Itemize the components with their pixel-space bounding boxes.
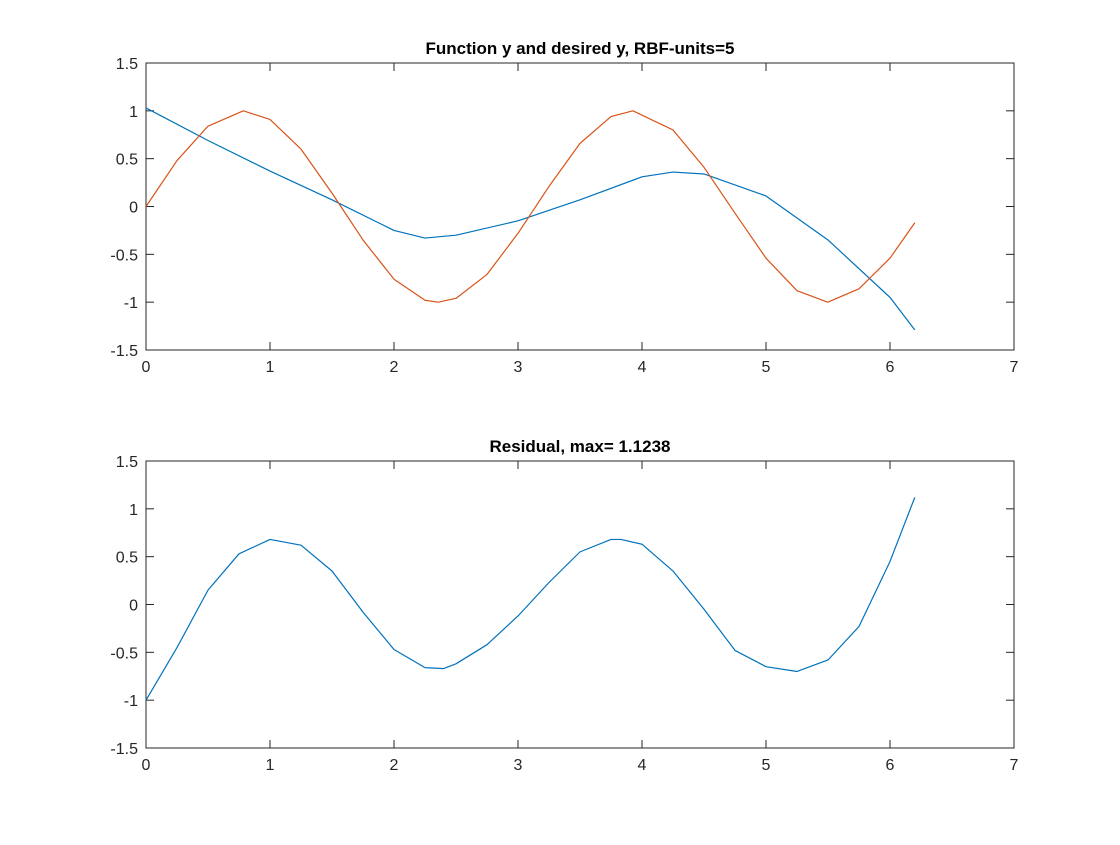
y-tick-label: 0.5 xyxy=(116,152,138,169)
x-tick-label: 6 xyxy=(886,359,895,376)
x-tick-label: 2 xyxy=(390,359,399,376)
x-tick-label: 1 xyxy=(266,757,275,774)
y-tick-label: -1.5 xyxy=(110,343,138,360)
subplot-2: 0 1 2 3 4 5 6 7 1.5 1 0.5 0 -0.5 -1 -1.5 Residual, max=… xyxy=(110,437,1018,774)
subplot-1: 0 1 2 3 4 5 6 7 1.5 1 0.5 0 -0.5 -1 -1.5 Function y and… xyxy=(110,39,1018,376)
y-tick-label: -0.5 xyxy=(110,645,138,662)
x-tick-label: 5 xyxy=(762,359,771,376)
x-tick-label: 2 xyxy=(390,757,399,774)
y-tick-label: 0 xyxy=(129,598,138,615)
x-tick-label: 6 xyxy=(886,757,895,774)
chart-title: Function y and desired y, RBF-units=5 xyxy=(425,39,734,58)
series-line-1 xyxy=(145,497,916,701)
x-tick-label: 7 xyxy=(1010,757,1019,774)
y-tick-label: 0 xyxy=(129,200,138,217)
x-tick-label: 7 xyxy=(1010,359,1019,376)
y-tick-label: -1 xyxy=(124,295,138,312)
series-line-2 xyxy=(145,110,916,303)
y-tick-label: -1.5 xyxy=(110,741,138,758)
y-tick-label: -0.5 xyxy=(110,247,138,264)
x-tick-label: 0 xyxy=(142,359,151,376)
y-tick-label: 1.5 xyxy=(116,56,138,73)
y-tick-label: 1 xyxy=(129,104,138,121)
x-tick-label: 0 xyxy=(142,757,151,774)
series-line-1 xyxy=(145,107,916,331)
x-tick-label: 4 xyxy=(638,359,647,376)
y-tick-label: 1 xyxy=(129,502,138,519)
axes-box xyxy=(145,62,1015,351)
x-tick-label: 3 xyxy=(514,359,523,376)
y-tick-label: 0.5 xyxy=(116,550,138,567)
x-tick-label: 4 xyxy=(638,757,647,774)
x-tick-label: 5 xyxy=(762,757,771,774)
axes-box xyxy=(145,460,1015,749)
y-tick-label: -1 xyxy=(124,693,138,710)
x-tick-label: 3 xyxy=(514,757,523,774)
chart-title: Residual, max= 1.1238 xyxy=(490,437,671,456)
y-tick-label: 1.5 xyxy=(116,454,138,471)
x-tick-label: 1 xyxy=(266,359,275,376)
